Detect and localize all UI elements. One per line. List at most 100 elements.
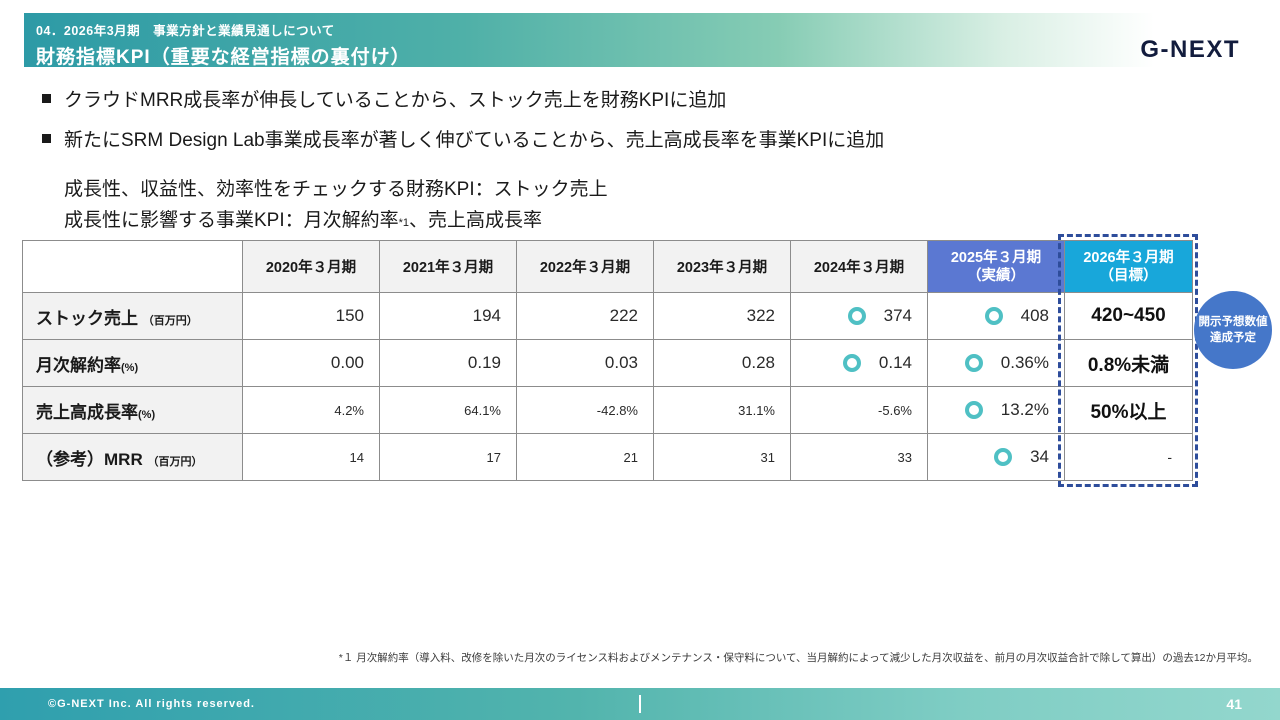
cell-value: 13.2% xyxy=(1000,400,1049,419)
row-label-text: 売上高成長率 xyxy=(36,402,138,422)
row-label-unit: （百万円） xyxy=(147,455,203,468)
table-corner-cell xyxy=(22,240,243,293)
table-cell: 13.2% xyxy=(927,386,1065,434)
cell-value: 0.28 xyxy=(741,353,775,372)
bullet-item: 新たにSRM Design Lab事業成長率が著しく伸びていることから、売上高成… xyxy=(42,125,884,152)
highlight-ring-icon xyxy=(847,307,866,325)
table-cell: 34 xyxy=(927,433,1065,481)
cell-value: 322 xyxy=(746,306,775,325)
bullet-list: クラウドMRR成長率が伸長していることから、ストック売上を財務KPIに追加 新た… xyxy=(42,85,884,165)
kpi-summary-line2-suffix: 、売上高成長率 xyxy=(409,210,543,231)
bullet-square-icon xyxy=(42,94,51,103)
cell-value: 0.36% xyxy=(1000,353,1049,372)
column-header-2025-line2: （実績） xyxy=(967,267,1025,284)
table-row-stock-revenue: ストック売上 （百万円） 150 194 222 322 374 408 420… xyxy=(22,292,1193,340)
bullet-text: クラウドMRR成長率が伸長していることから、ストック売上を財務KPIに追加 xyxy=(64,90,727,111)
header-bar: 04．2026年3月期 事業方針と業績見通しについて 財務指標KPI（重要な経営… xyxy=(24,13,1280,68)
row-label: ストック売上 （百万円） xyxy=(22,292,243,340)
cell-value: 150 xyxy=(335,306,364,325)
highlight-ring-icon xyxy=(994,448,1013,466)
cell-value: 31 xyxy=(760,449,775,465)
table-cell: 408 xyxy=(927,292,1065,340)
kpi-summary-line1: 成長性、収益性、効率性をチェックする財務KPI：ストック売上 xyxy=(64,179,608,200)
cell-value: 14 xyxy=(349,449,364,465)
table-cell: 17 xyxy=(379,433,517,481)
table-cell: 222 xyxy=(516,292,654,340)
row-label-unit: (%) xyxy=(138,408,156,421)
table-cell: 0.00 xyxy=(242,339,380,387)
copyright-text: ©G-NEXT Inc. All rights reserved. xyxy=(48,698,255,710)
company-logo: G-NEXT xyxy=(1140,36,1240,63)
page-number: 41 xyxy=(1226,696,1242,712)
cell-value: 222 xyxy=(609,306,638,325)
column-header-2026-line1: 2026年３月期 xyxy=(1083,249,1174,266)
row-label: 月次解約率(%) xyxy=(22,339,243,387)
column-header-2022: 2022年３月期 xyxy=(516,240,654,293)
table-cell: 21 xyxy=(516,433,654,481)
footnote-ref: *1 xyxy=(398,217,410,229)
cell-value: 0.00 xyxy=(330,353,364,372)
cell-value: 0.19 xyxy=(467,353,501,372)
row-label-unit: (%) xyxy=(121,361,139,374)
target-cell: 420~450 xyxy=(1064,292,1193,340)
highlight-ring-icon xyxy=(984,307,1003,325)
table-cell: 31 xyxy=(653,433,791,481)
table-cell: 31.1% xyxy=(653,386,791,434)
column-header-2025-line1: 2025年３月期 xyxy=(950,249,1042,266)
column-header-2020: 2020年３月期 xyxy=(242,240,380,293)
cell-value: 21 xyxy=(623,449,638,465)
table-cell: 322 xyxy=(653,292,791,340)
forecast-achievement-badge: 開示予想数値 達成予定 xyxy=(1194,291,1272,369)
table-row-revenue-growth: 売上高成長率(%) 4.2% 64.1% -42.8% 31.1% -5.6% … xyxy=(22,386,1193,434)
row-label-text: 月次解約率 xyxy=(36,355,121,375)
cell-value: 31.1% xyxy=(738,402,775,418)
table-cell: 0.36% xyxy=(927,339,1065,387)
cell-value: 64.1% xyxy=(464,402,501,418)
table-cell: 0.14 xyxy=(790,339,928,387)
badge-line2: 達成予定 xyxy=(1210,332,1256,344)
footer-divider xyxy=(639,695,641,713)
row-label-text: （参考）MRR xyxy=(36,449,143,469)
kpi-summary-line2-prefix: 成長性に影響する事業KPI：月次解約率 xyxy=(64,210,399,231)
cell-value: 408 xyxy=(1020,306,1049,325)
kpi-summary: 成長性、収益性、効率性をチェックする財務KPI：ストック売上 成長性に影響する事… xyxy=(64,174,608,239)
bullet-square-icon xyxy=(42,134,51,143)
page-title: 財務指標KPI（重要な経営指標の裏付け） xyxy=(36,47,411,68)
table-row-mrr-reference: （参考）MRR （百万円） 14 17 21 31 33 34 - xyxy=(22,433,1193,481)
row-label-unit: （百万円） xyxy=(142,314,198,327)
table-cell: 0.28 xyxy=(653,339,791,387)
highlight-ring-icon xyxy=(964,401,983,419)
column-header-2026-target: 2026年３月期 （目標） xyxy=(1064,240,1193,293)
target-cell: 0.8%未満 xyxy=(1064,339,1193,387)
row-label: 売上高成長率(%) xyxy=(22,386,243,434)
cell-value: 0.03 xyxy=(604,353,638,372)
table-cell: 150 xyxy=(242,292,380,340)
table-cell: 194 xyxy=(379,292,517,340)
table-cell: 374 xyxy=(790,292,928,340)
section-kicker: 04．2026年3月期 事業方針と業績見通しについて xyxy=(36,24,335,38)
cell-value: 0.14 xyxy=(878,353,912,372)
row-label: （参考）MRR （百万円） xyxy=(22,433,243,481)
cell-value: 17 xyxy=(486,449,501,465)
footnote-text: *１ 月次解約率（導入料、改修を除いた月次のライセンス料およびメンテナンス・保守… xyxy=(338,652,1258,664)
row-label-text: ストック売上 xyxy=(36,308,138,328)
table-cell: 0.03 xyxy=(516,339,654,387)
cell-value: 34 xyxy=(1030,447,1049,466)
table-cell: 33 xyxy=(790,433,928,481)
badge-line1: 開示予想数値 xyxy=(1198,316,1268,328)
column-header-2026-line2: （目標） xyxy=(1099,267,1158,284)
table-cell: -5.6% xyxy=(790,386,928,434)
cell-value: 33 xyxy=(897,449,912,465)
table-header-row: 2020年３月期 2021年３月期 2022年３月期 2023年３月期 2024… xyxy=(22,240,1193,293)
highlight-ring-icon xyxy=(842,354,861,372)
column-header-2021: 2021年３月期 xyxy=(379,240,517,293)
table-cell: -42.8% xyxy=(516,386,654,434)
table-cell: 14 xyxy=(242,433,380,481)
column-header-2023: 2023年３月期 xyxy=(653,240,791,293)
cell-value: 374 xyxy=(883,306,912,325)
target-cell: 50%以上 xyxy=(1064,386,1193,434)
kpi-summary-line2: 成長性に影響する事業KPI：月次解約率*1、売上高成長率 xyxy=(64,205,608,239)
cell-value: 4.2% xyxy=(334,402,364,418)
kpi-table: 2020年３月期 2021年３月期 2022年３月期 2023年３月期 2024… xyxy=(22,240,1193,481)
